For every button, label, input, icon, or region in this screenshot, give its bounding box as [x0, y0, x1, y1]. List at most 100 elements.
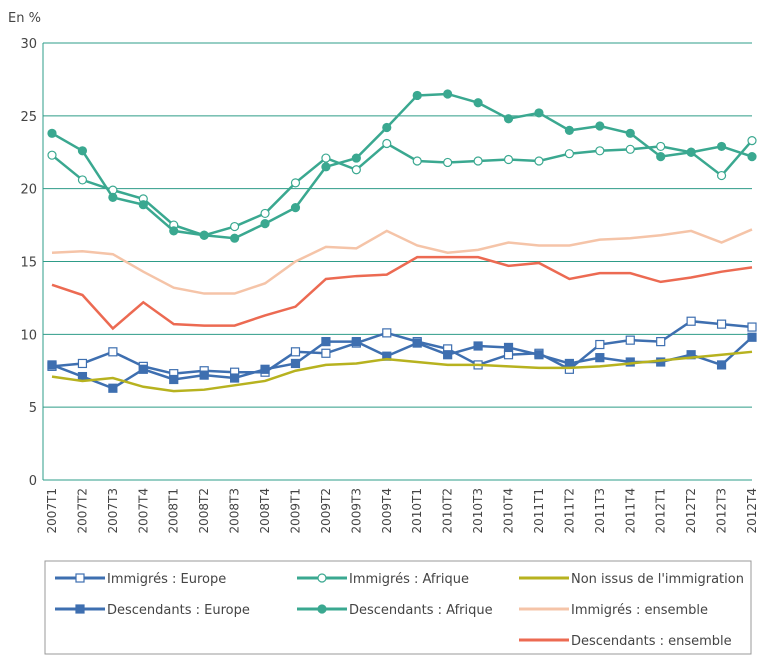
point [716, 319, 727, 329]
legend-label: Immigrés : Afrique [349, 572, 469, 587]
y-tick-label: 10 [20, 328, 37, 343]
point [199, 230, 209, 240]
legend-marker [75, 604, 85, 614]
point [321, 337, 331, 347]
x-tick-label: 2009T3 [349, 488, 363, 534]
point [77, 358, 88, 369]
series-line [51, 92, 753, 240]
x-tick-label: 2007T4 [136, 488, 150, 534]
legend-label: Descendants : ensemble [571, 634, 732, 649]
y-tick-label: 25 [20, 110, 37, 125]
point [625, 335, 635, 345]
x-tick-label: 2007T2 [75, 488, 89, 534]
point [47, 128, 57, 138]
x-tick-label: 2012T1 [654, 488, 668, 534]
x-tick-label: 2008T4 [258, 488, 272, 534]
point [534, 156, 544, 166]
x-tick-label: 2012T2 [684, 488, 698, 534]
point [503, 114, 514, 124]
x-tick-label: 2007T3 [106, 488, 120, 534]
point [564, 125, 574, 135]
x-tick-label: 2010T3 [471, 488, 485, 534]
point [747, 332, 757, 342]
legend-label: Descendants : Afrique [349, 603, 493, 618]
point [747, 152, 757, 162]
legend-label: Immigrés : ensemble [571, 603, 708, 618]
point [473, 156, 483, 166]
x-tick-label: 2012T4 [745, 488, 757, 534]
x-tick-label: 2011T2 [562, 488, 576, 534]
point [443, 157, 453, 168]
point [564, 358, 574, 369]
legend-marker [75, 573, 85, 583]
point [290, 203, 301, 213]
x-tick-label: 2008T2 [197, 488, 211, 534]
point [503, 154, 514, 165]
point [77, 175, 88, 185]
y-tick-label: 30 [20, 37, 37, 52]
point [716, 170, 727, 181]
point [412, 156, 422, 166]
point [747, 135, 757, 146]
point [716, 360, 727, 370]
x-tick-label: 2008T1 [167, 488, 181, 534]
point [564, 149, 574, 159]
legend-box [44, 560, 752, 655]
point [595, 121, 605, 131]
point [412, 90, 422, 101]
point [595, 339, 605, 350]
point [108, 383, 118, 393]
y-tick-label: 0 [29, 474, 37, 489]
point [230, 373, 240, 383]
point [625, 144, 635, 154]
x-tick-label: 2011T1 [532, 488, 546, 534]
point [443, 350, 453, 360]
series-line [51, 255, 753, 331]
point [595, 146, 605, 156]
point [656, 141, 666, 152]
point [321, 153, 331, 163]
point [443, 89, 453, 99]
point [108, 347, 118, 357]
point [625, 128, 635, 138]
point [47, 360, 57, 370]
point [260, 219, 270, 229]
x-tick-label: 2007T1 [45, 488, 59, 534]
point [747, 322, 757, 332]
point [473, 341, 483, 351]
y-tick-label: 15 [20, 256, 37, 271]
x-tick-label: 2008T3 [228, 488, 242, 534]
x-tick-label: 2009T1 [288, 488, 302, 534]
point [138, 364, 148, 374]
point [290, 178, 301, 188]
point [473, 98, 483, 108]
point [230, 233, 240, 243]
legend-marker [317, 573, 327, 583]
point [351, 337, 361, 347]
point [382, 122, 392, 133]
point [260, 208, 270, 219]
y-tick-label: 5 [29, 401, 37, 416]
point [686, 316, 696, 326]
point [351, 165, 361, 175]
point [382, 328, 392, 338]
point [716, 141, 727, 152]
point [686, 147, 696, 157]
point [108, 192, 118, 203]
legend-label: Non issus de l'immigration [571, 572, 744, 587]
legend-marker [317, 604, 327, 614]
x-tick-label: 2010T2 [441, 488, 455, 534]
point [382, 138, 392, 149]
x-tick-label: 2009T2 [319, 488, 333, 534]
point [77, 146, 88, 156]
point [534, 108, 544, 118]
point [290, 358, 301, 369]
point [351, 153, 361, 163]
point [230, 221, 240, 232]
point [138, 200, 148, 210]
point [321, 348, 331, 358]
y-axis-label: En % [8, 11, 41, 26]
point [321, 162, 331, 172]
point [656, 337, 666, 347]
